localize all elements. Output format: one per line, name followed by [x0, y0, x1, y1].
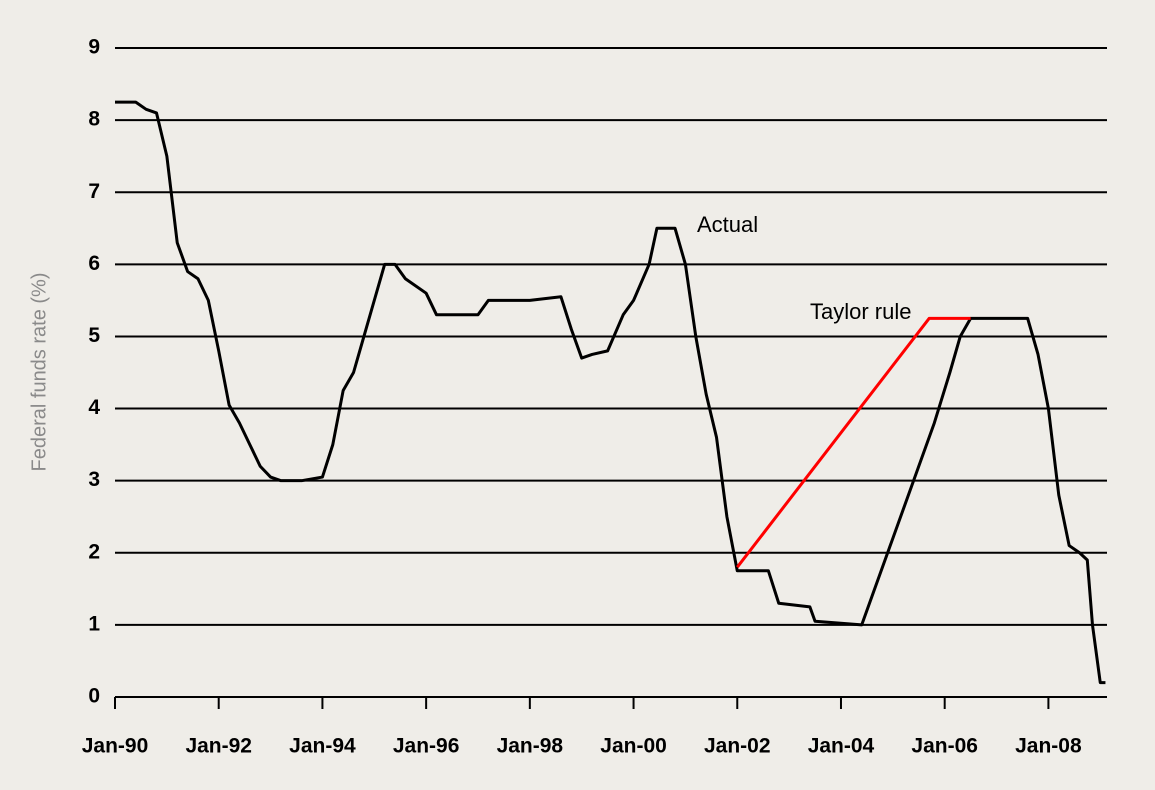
y-tick-label: 3	[88, 468, 100, 491]
x-tick-label: Jan-92	[185, 735, 252, 758]
x-tick-label: Jan-94	[289, 735, 356, 758]
y-tick-label: 8	[88, 108, 100, 131]
x-tick-label: Jan-04	[808, 735, 875, 758]
x-tick-label: Jan-90	[82, 735, 149, 758]
annotation: Taylor rule	[810, 299, 911, 324]
y-tick-label: 5	[88, 324, 100, 347]
y-tick-label: 4	[88, 396, 100, 419]
x-tick-label: Jan-08	[1015, 735, 1082, 758]
x-tick-label: Jan-02	[704, 735, 771, 758]
x-tick-label: Jan-06	[911, 735, 978, 758]
y-tick-label: 2	[88, 540, 100, 563]
x-tick-label: Jan-98	[497, 735, 564, 758]
series-line	[736, 316, 971, 569]
y-axis-label: Federal funds rate (%)	[28, 273, 50, 472]
y-tick-label: 0	[88, 685, 100, 708]
y-tick-label: 9	[88, 36, 100, 59]
x-tick-label: Jan-96	[393, 735, 460, 758]
y-tick-label: 1	[88, 612, 100, 635]
y-tick-label: 6	[88, 252, 100, 275]
series-line	[115, 100, 1106, 685]
y-tick-label: 7	[88, 180, 100, 203]
x-tick-label: Jan-00	[600, 735, 667, 758]
annotation: Actual	[697, 212, 758, 237]
